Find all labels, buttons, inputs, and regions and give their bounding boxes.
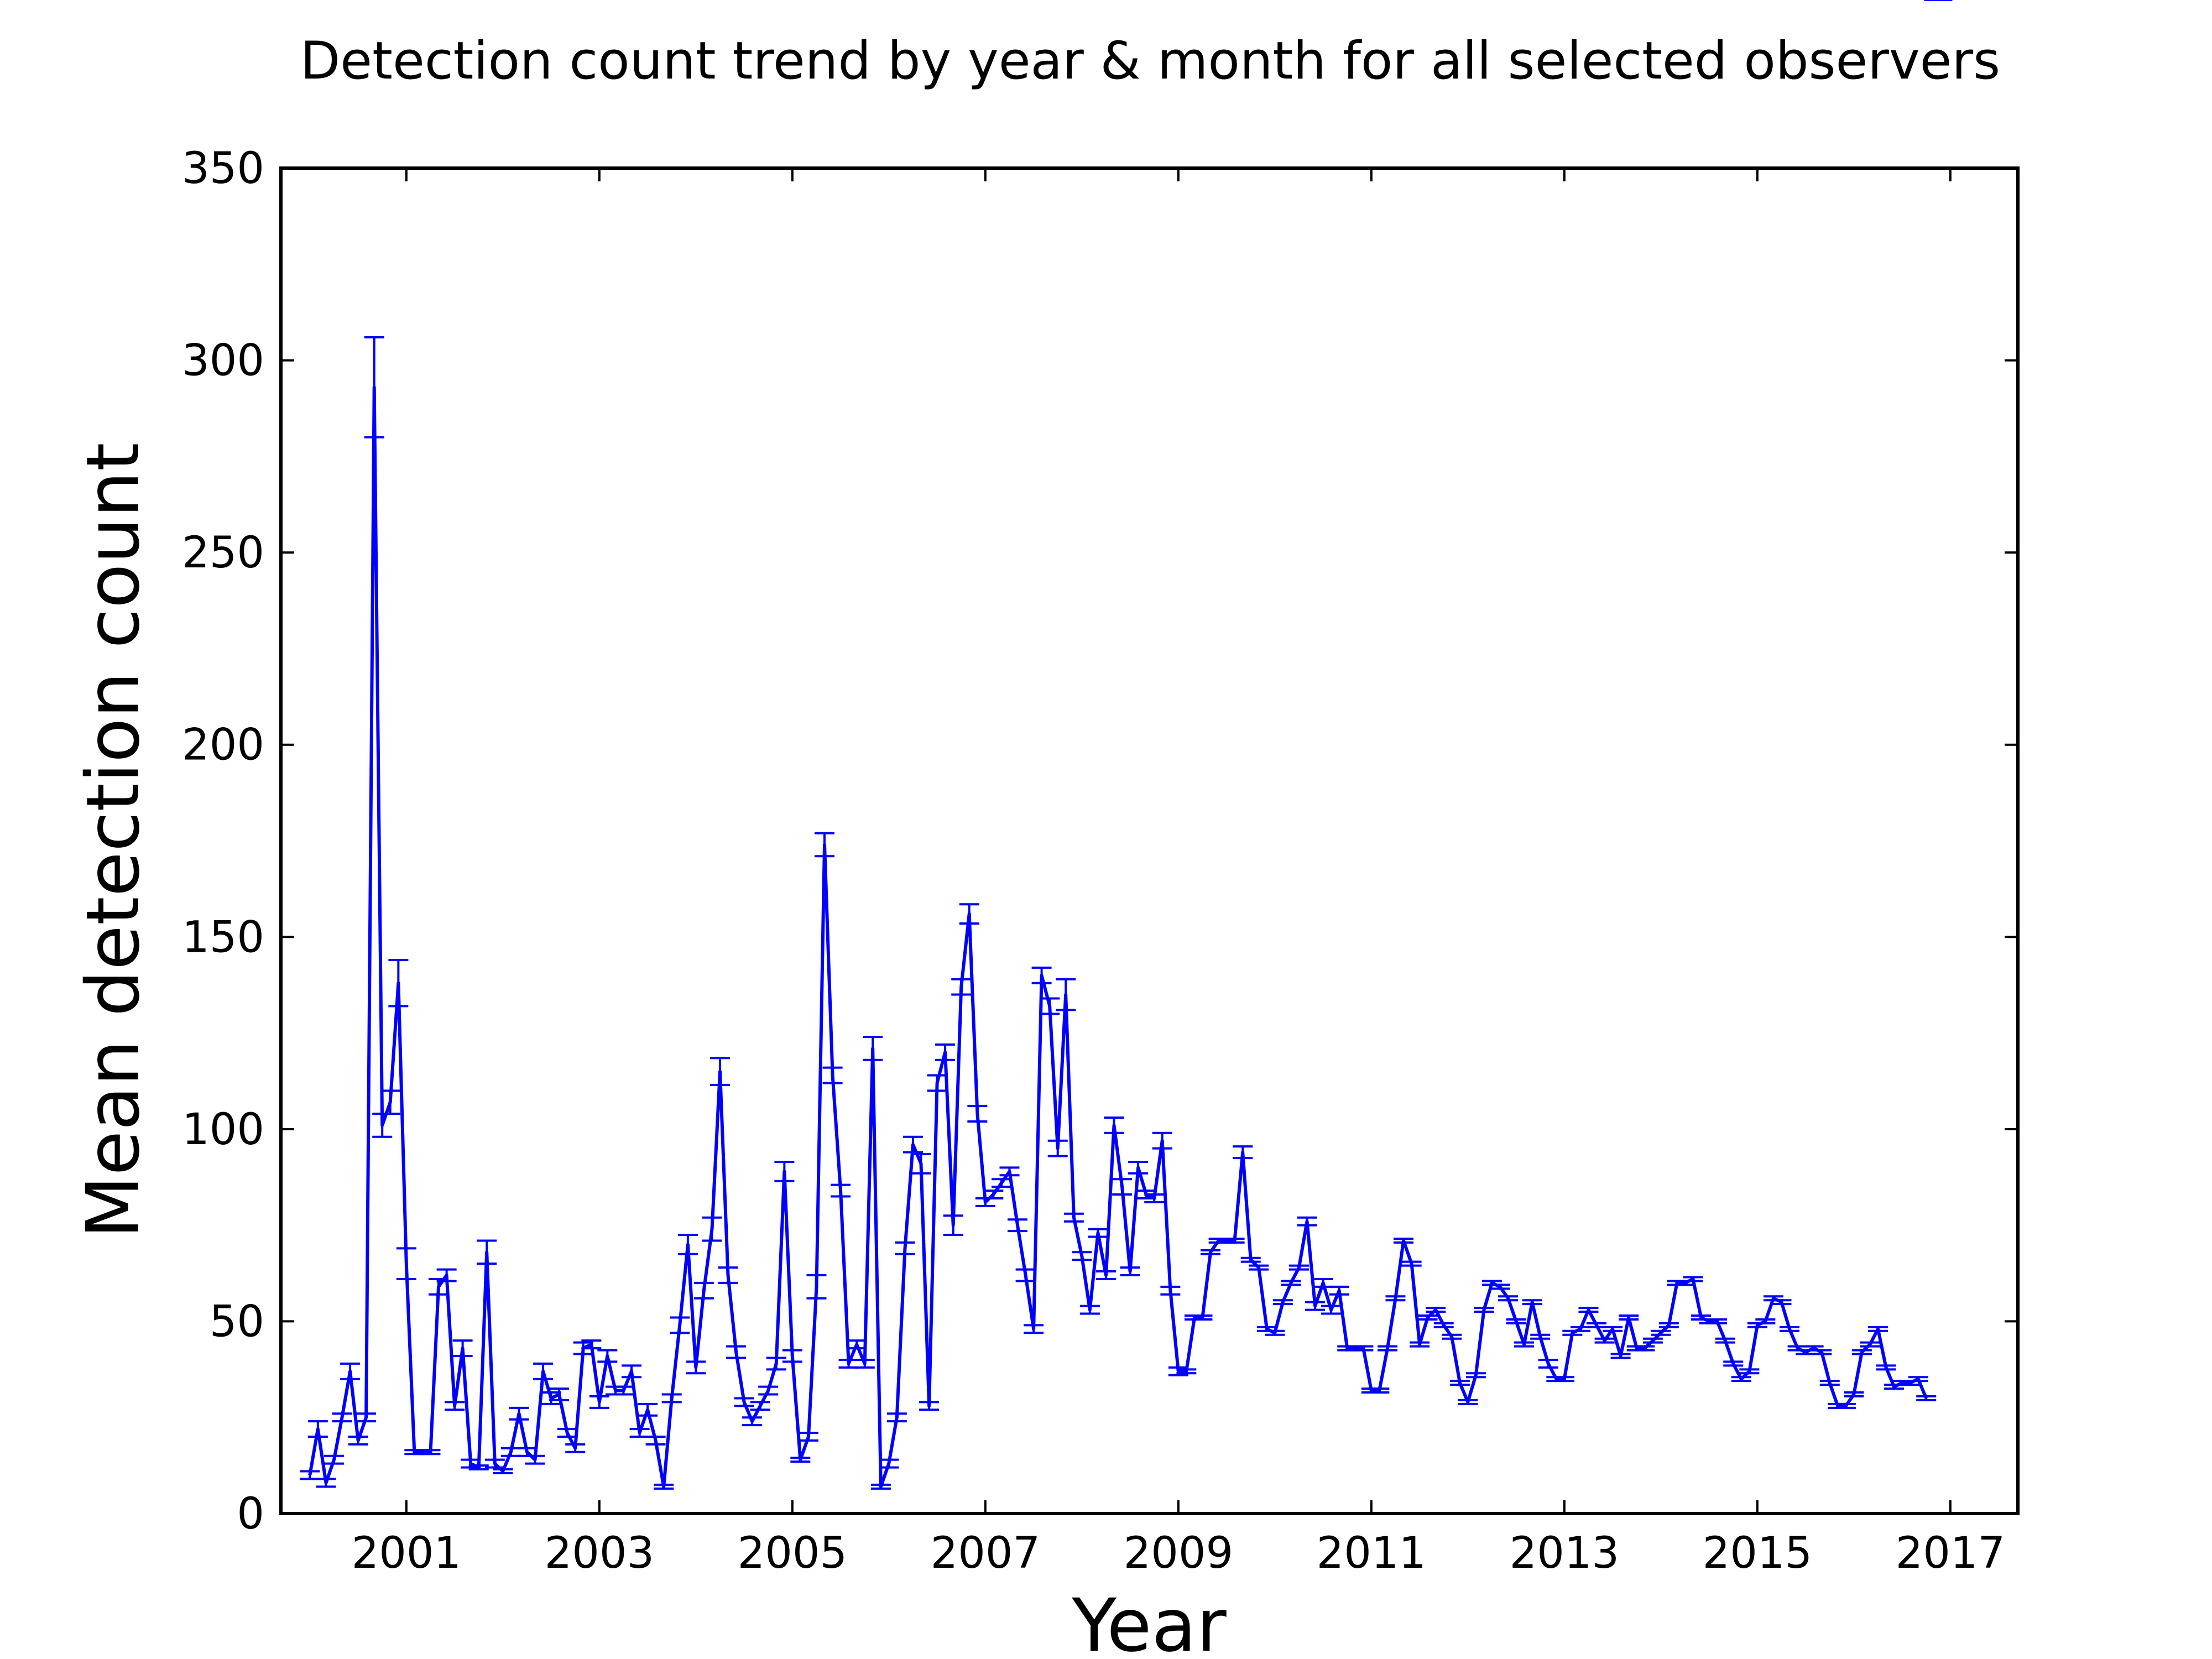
chart-title: Detection count trend by year & month fo… [300,31,2000,91]
y-tick-label: 350 [182,144,264,194]
y-axis-label: Mean detection count [71,442,156,1238]
y-tick-label: 300 [182,336,264,386]
plot-frame [279,166,2020,1515]
y-tick-label: 150 [182,912,264,962]
errorbars-layer [300,0,1953,1490]
x-tick-label: 2017 [1896,1528,2006,1578]
ticks-layer: 2001 2003 2005 2007 2009 2011 2013 2015 2017 0 50 1… [182,144,2018,1578]
x-tick-label: 2005 [738,1528,848,1578]
plot-area [300,0,1953,1490]
x-tick-label: 2001 [352,1528,462,1578]
y-tick-label: 200 [182,721,264,770]
x-tick-label: 2011 [1317,1528,1427,1578]
x-tick-label: 2015 [1703,1528,1813,1578]
x-tick-label: 2009 [1124,1528,1234,1578]
x-axis-label: Year [1071,1583,1227,1659]
x-tick-label: 2003 [545,1528,655,1578]
x-tick-label: 2013 [1510,1528,1620,1578]
y-tick-label: 0 [237,1489,264,1539]
data-series-line [308,385,1928,1489]
y-tick-label: 50 [210,1297,264,1347]
y-tick-label: 100 [182,1105,264,1155]
y-tick-label: 250 [182,528,264,578]
x-tick-label: 2007 [931,1528,1041,1578]
